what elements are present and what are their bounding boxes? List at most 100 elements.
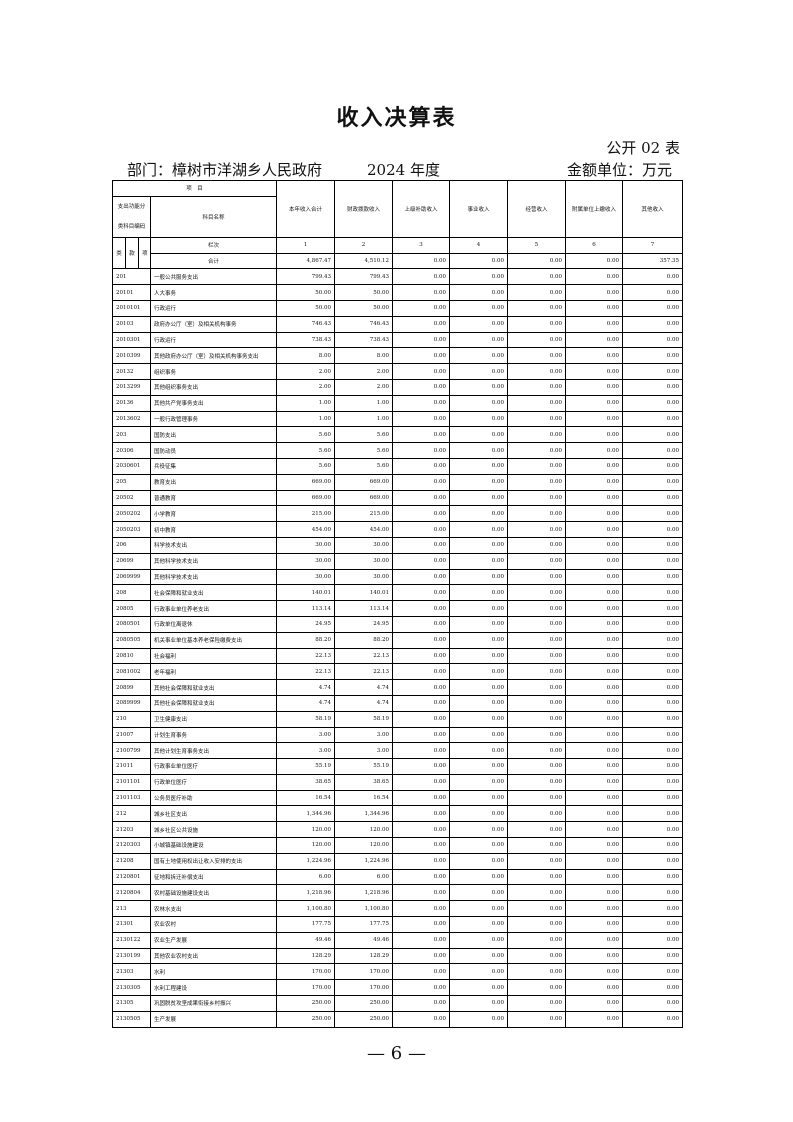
value-cell: 250.00 [334,1010,394,1028]
code-cell: 2080501 [112,615,151,633]
subject-name-cell: 城乡社区公共设施 [149,821,278,839]
subject-name-cell: 农业农村 [149,916,278,933]
table-row: 2050202 小学教育 215.00 215.00 0.00 0.00 0.00 0.00 0… [112,505,684,523]
total-value: 4,867.47 [276,252,336,270]
value-cell: 0.00 [507,773,567,791]
table-row: 21303 水利 170.00 170.00 0.00 0.00 0.00 0.00 0.00 [112,963,684,981]
total-value: 4,510.12 [334,252,394,270]
subject-name-cell: 其他政府办公厅（室）及相关机构事务支出 [149,347,278,365]
item-header: 项 目 [111,180,278,197]
value-cell: 0.00 [449,805,509,823]
subject-name-cell: 小城镇基础设施建设 [149,837,278,854]
code-cell: 21208 [112,852,151,870]
value-cell: 0.00 [622,363,684,380]
value-cell: 0.00 [622,426,684,444]
value-cell: 0.00 [507,315,567,333]
value-cell: 0.00 [507,505,567,523]
value-cell: 0.00 [622,410,684,428]
value-cell: 0.00 [622,536,684,554]
value-cell: 4.74 [276,694,336,712]
subject-name-cell: 教育支出 [149,473,278,491]
value-cell: 0.00 [622,521,684,538]
value-cell: 0.00 [392,852,451,870]
value-cell: 120.00 [334,821,394,839]
table-row: 21203 城乡社区公共设施 120.00 120.00 0.00 0.00 0.00 0.0… [112,821,684,839]
value-cell: 0.00 [622,742,684,760]
value-cell: 0.00 [392,268,451,286]
value-cell: 0.00 [392,710,451,728]
table-row: 205 教育支出 669.00 669.00 0.00 0.00 0.00 0.00 0.00 [112,473,684,491]
subject-name-cell: 其他科学技术支出 [149,552,278,570]
code-cell: 20132 [112,363,151,380]
value-cell: 0.00 [449,489,509,507]
subject-name-cell: 老年福利 [149,663,278,681]
value-cell: 0.00 [392,410,451,428]
header-row: 项 目 本年收入合计 财政拨款收入 上级补助收入 事业收入 经营收入 附属单位上… [111,180,684,238]
value-cell: 0.00 [392,457,451,475]
value-cell: 0.00 [565,742,624,760]
value-cell: 0.00 [565,268,624,286]
value-cell: 128.29 [334,947,394,965]
value-cell: 0.00 [449,900,509,918]
subject-name-cell: 兵役征集 [149,457,278,475]
subject-name-cell: 水利工程建设 [149,979,278,997]
value-cell: 88.20 [276,631,336,649]
value-cell: 0.00 [622,284,684,301]
subject-name-cell: 行政事业单位养老支出 [149,600,278,617]
value-cell: 49.46 [276,931,336,949]
value-cell: 3.00 [276,742,336,760]
table-row: 21305 巩固脱贫攻坚成果衔接乡村振兴 250.00 250.00 0.00 0.00 0… [112,995,684,1012]
value-cell: 120.00 [276,837,336,854]
total-label: 合计 [149,252,278,270]
subject-name-cell: 一般公共服务支出 [149,268,278,286]
value-cell: 0.00 [507,442,567,459]
value-cell: 0.00 [449,631,509,649]
value-cell: 113.14 [334,600,394,617]
value-cell: 0.00 [449,347,509,365]
value-cell: 0.00 [622,584,684,602]
value-cell: 0.00 [392,426,451,444]
value-cell: 0.00 [449,947,509,965]
value-cell: 0.00 [565,426,624,444]
value-cell: 0.00 [622,268,684,286]
code-cell: 2013602 [112,410,151,428]
value-cell: 669.00 [276,489,336,507]
code-cell: 2120804 [112,884,151,902]
value-cell: 0.00 [565,900,624,918]
value-cell: 0.00 [622,347,684,365]
value-cell: 0.00 [392,805,451,823]
code-cell: 2080505 [112,631,151,649]
value-cell: 5.60 [276,426,336,444]
value-cell: 0.00 [507,789,567,807]
value-cell: 0.00 [565,773,624,791]
value-cell: 0.00 [449,410,509,428]
value-cell: 0.00 [565,473,624,491]
code-cell: 2120303 [112,837,151,854]
table-row: 2101101 行政单位医疗 38.65 38.65 0.00 0.00 0.00 0.00 0… [112,773,684,791]
value-cell: 0.00 [565,868,624,886]
value-cell: 120.00 [276,821,336,839]
subject-name-cell: 其他社会保障和就业支出 [149,694,278,712]
subject-name-cell: 其他社会保障和就业支出 [149,679,278,696]
value-cell: 0.00 [565,663,624,681]
subject-name-cell: 行政运行 [149,299,278,317]
value-cell: 177.75 [276,916,336,933]
value-cell: 0.00 [565,979,624,997]
value-cell: 2.00 [334,363,394,380]
value-cell: 0.00 [622,600,684,617]
value-cell: 0.00 [449,773,509,791]
value-cell: 746.43 [334,315,394,333]
value-cell: 0.00 [565,852,624,870]
value-cell: 6.00 [276,868,336,886]
value-cell: 0.00 [507,536,567,554]
value-cell: 0.00 [565,457,624,475]
value-cell: 0.00 [507,600,567,617]
value-cell: 0.00 [507,363,567,380]
value-cell: 0.00 [392,284,451,301]
table-row: 20132 组织事务 2.00 2.00 0.00 0.00 0.00 0.00 0.00 [112,363,684,380]
value-cell: 0.00 [565,410,624,428]
value-cell: 30.00 [334,536,394,554]
value-cell: 5.60 [334,457,394,475]
value-cell: 0.00 [565,315,624,333]
table-row: 206 科学技术支出 30.00 30.00 0.00 0.00 0.00 0.00 0.00 [112,536,684,554]
